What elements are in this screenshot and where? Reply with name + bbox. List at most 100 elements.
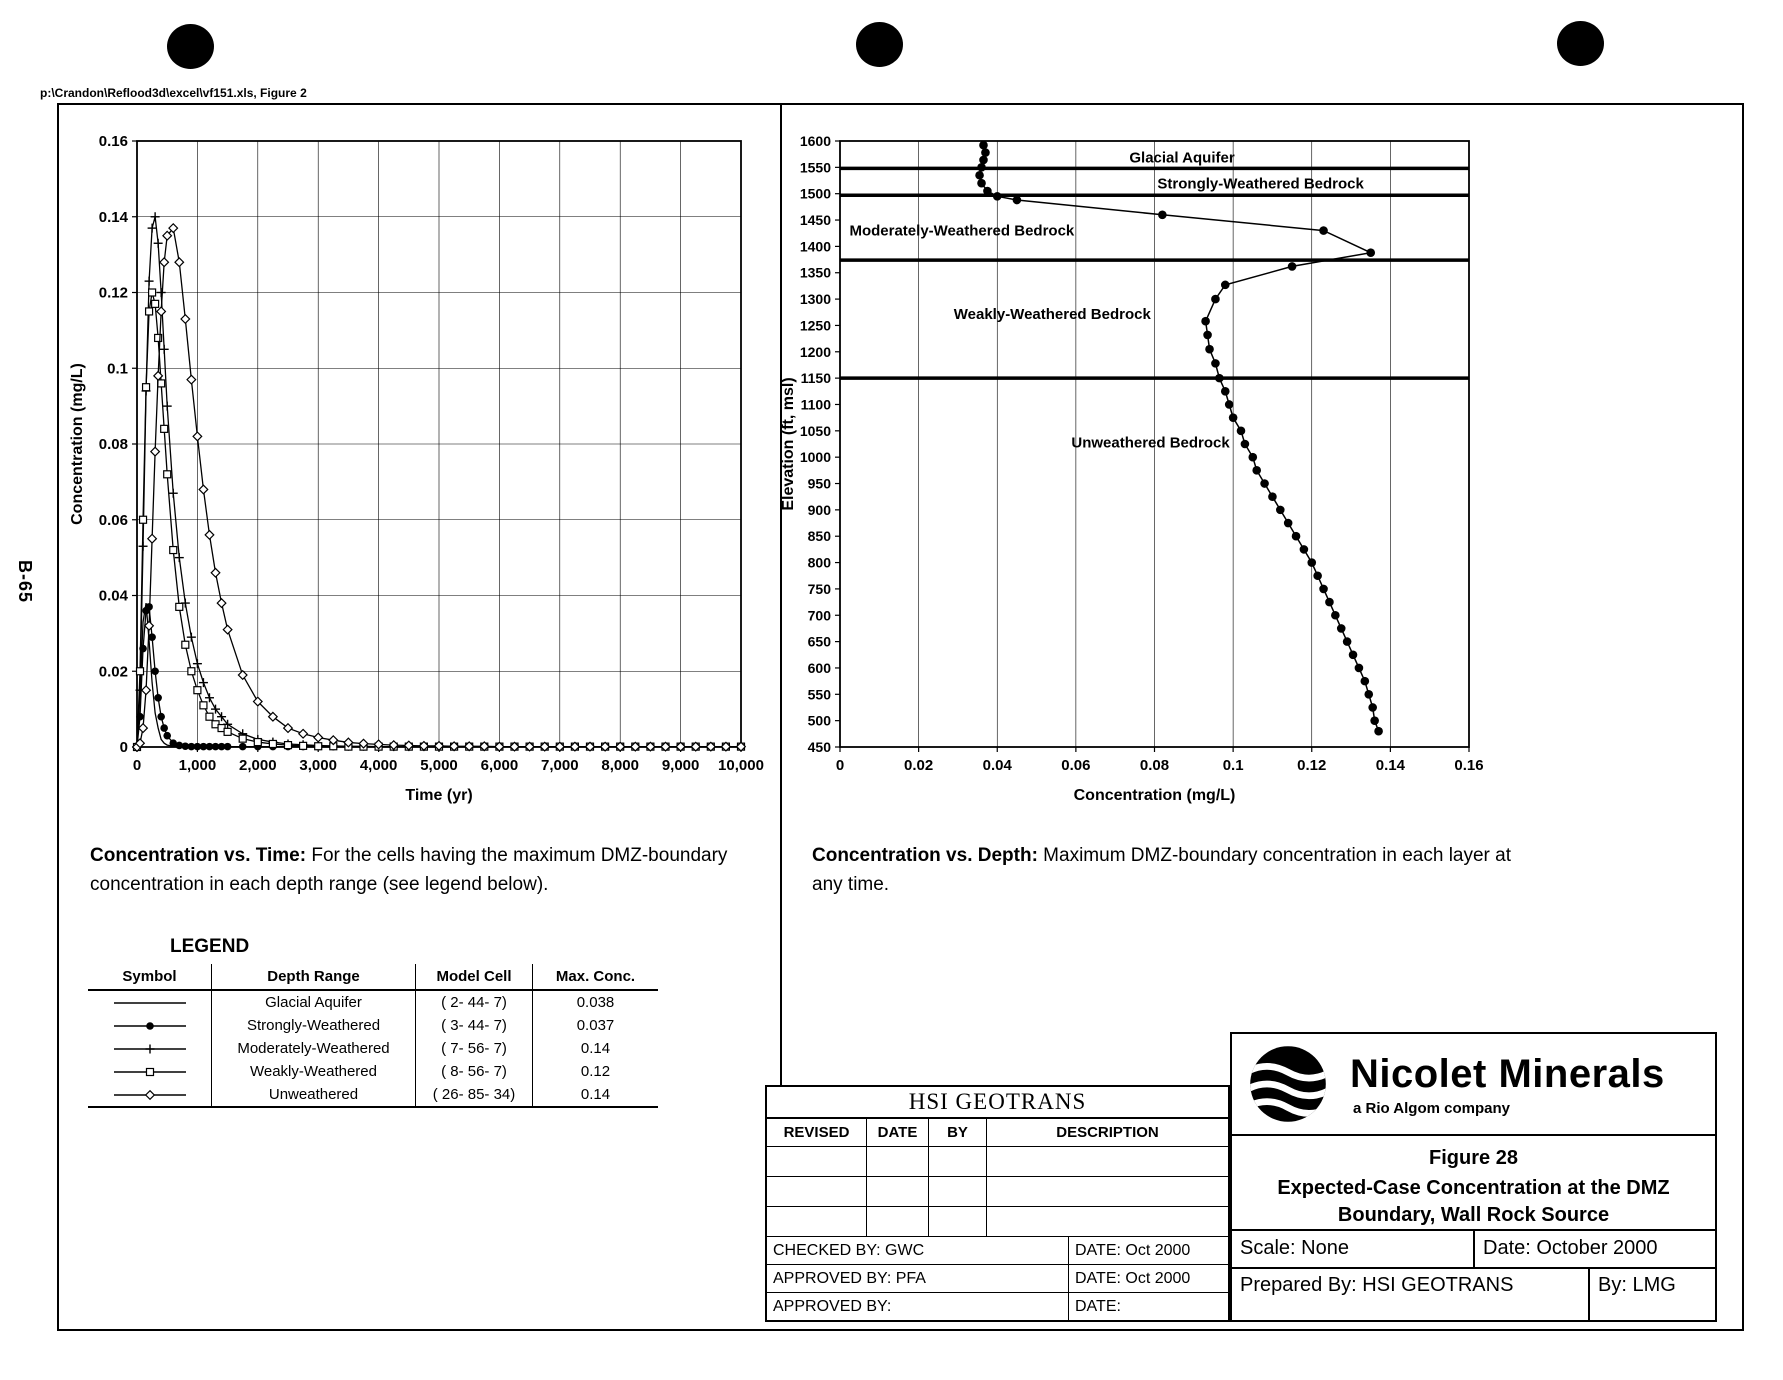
legend-header-max-conc: Max. Conc. (532, 964, 658, 991)
svg-text:650: 650 (808, 634, 832, 650)
svg-text:950: 950 (808, 476, 832, 492)
svg-text:900: 900 (808, 502, 832, 518)
svg-text:1500: 1500 (800, 186, 831, 202)
svg-text:0.02: 0.02 (99, 663, 128, 680)
legend-symbol-square (88, 1060, 212, 1083)
svg-text:550: 550 (808, 686, 832, 702)
svg-text:0: 0 (133, 757, 141, 774)
legend-table: Symbol Depth Range Model Cell Max. Conc.… (88, 964, 658, 1108)
svg-text:2,000: 2,000 (239, 757, 277, 774)
legend-symbol-diamond (88, 1083, 212, 1107)
figure-number: Figure 28 (1429, 1147, 1518, 1169)
figure-outer-border (57, 103, 1744, 1331)
approved-date-label-1: DATE: Oct 2000 (1075, 1270, 1191, 1287)
legend-header-symbol: Symbol (88, 964, 212, 991)
legend-depth-range: Weakly-Weathered (211, 1060, 416, 1083)
svg-text:1450: 1450 (800, 212, 831, 228)
svg-text:3,000: 3,000 (299, 757, 337, 774)
scale-label: Scale: None (1232, 1231, 1475, 1267)
legend-header-row: Symbol Depth Range Model Cell Max. Conc. (88, 964, 658, 991)
legend-max-conc: 0.14 (580, 1086, 611, 1103)
nicolet-logo-icon (1250, 1046, 1326, 1122)
svg-text:0: 0 (120, 739, 128, 756)
figure-title-line-1: Expected-Case Concentration at the DMZ (1277, 1177, 1670, 1199)
svg-text:Elevation (ft, msl): Elevation (ft, msl) (780, 377, 797, 510)
svg-text:10,000: 10,000 (718, 757, 764, 774)
panel-divider-line (780, 103, 782, 1085)
legend-depth-range: Moderately-Weathered (211, 1037, 416, 1060)
series-max-dmz-concentration (975, 140, 1383, 736)
svg-text:Concentration (mg/L): Concentration (mg/L) (69, 363, 86, 525)
legend-max-conc: 0.038 (576, 994, 615, 1011)
legend-depth-range: Unweathered (211, 1083, 416, 1107)
depth-chart-caption: Concentration vs. Depth: Maximum DMZ-bou… (812, 842, 1512, 899)
svg-text:450: 450 (808, 739, 832, 755)
svg-text:750: 750 (808, 581, 832, 597)
svg-text:0.02: 0.02 (904, 757, 933, 774)
checked-by-label: CHECKED BY: GWC (767, 1237, 1069, 1264)
legend-symbol-line (88, 990, 212, 1014)
revision-empty-row (767, 1207, 1228, 1237)
svg-text:1000: 1000 (800, 449, 831, 465)
revision-empty-row (767, 1147, 1228, 1177)
svg-text:Weakly-Weathered Bedrock: Weakly-Weathered Bedrock (954, 306, 1152, 323)
legend-row: Weakly-Weathered( 8- 56- 7) 0.12 (88, 1060, 658, 1083)
svg-text:0.12: 0.12 (99, 285, 128, 302)
svg-text:500: 500 (808, 713, 832, 729)
legend-row: Moderately-Weathered( 7- 56- 7) 0.14 (88, 1037, 658, 1060)
concentration-vs-depth-chart: 0 0.02 0.04 0.06 0.08 0.1 0.12 0.14 0.16 1600 1550… (780, 133, 1484, 804)
by-label: By: LMG (1598, 1274, 1676, 1296)
legend-model-cell: ( 3- 44- 7) (415, 1014, 533, 1037)
brand-header: Nicolet Minerals a Rio Algom company (1232, 1034, 1715, 1136)
concentration-vs-time-chart: 0 1,000 2,000 3,000 4,000 5,000 6,000 7,000 8,00… (69, 133, 764, 804)
svg-text:1,000: 1,000 (179, 757, 217, 774)
time-chart-caption: Concentration vs. Time: For the cells ha… (90, 842, 770, 899)
legend-max-conc: 0.14 (580, 1040, 611, 1057)
legend: LEGEND Symbol Depth Range Model Cell Max… (88, 936, 658, 1108)
svg-text:1350: 1350 (800, 265, 831, 281)
svg-text:1300: 1300 (800, 291, 831, 307)
punch-hole-icon (167, 24, 214, 69)
svg-text:800: 800 (808, 555, 832, 571)
legend-model-cell: ( 7- 56- 7) (415, 1037, 533, 1060)
punch-hole-icon (1557, 21, 1604, 66)
legend-symbol-circle (88, 1014, 212, 1037)
legend-header-depth-range: Depth Range (211, 964, 416, 991)
svg-text:0.12: 0.12 (1297, 757, 1326, 774)
page-number-side-label: B-65 (15, 560, 35, 604)
svg-text:850: 850 (808, 528, 832, 544)
svg-text:1550: 1550 (800, 159, 831, 175)
svg-text:0.14: 0.14 (1376, 757, 1406, 774)
company-subtitle: a Rio Algom company (1353, 1099, 1510, 1117)
svg-text:0.16: 0.16 (1454, 757, 1483, 774)
svg-text:0.1: 0.1 (107, 360, 128, 377)
svg-text:0.16: 0.16 (99, 133, 128, 150)
svg-text:4,000: 4,000 (360, 757, 398, 774)
punch-hole-icon (856, 22, 903, 67)
revision-empty-row (767, 1177, 1228, 1207)
legend-model-cell: ( 2- 44- 7) (415, 990, 533, 1014)
zone-labels: Glacial Aquifer Strongly-Weathered Bedroc… (849, 149, 1364, 451)
svg-text:Unweathered Bedrock: Unweathered Bedrock (1071, 434, 1230, 451)
checked-date-label: DATE: Oct 2000 (1075, 1242, 1191, 1259)
revision-title-block: HSI GEOTRANS REVISED DATE BY DESCRIPTION… (765, 1085, 1230, 1322)
legend-row: Glacial Aquifer( 2- 44- 7) 0.038 (88, 990, 658, 1014)
approved-by-label-1: APPROVED BY: PFA (767, 1265, 1069, 1292)
date-label: Date: October 2000 (1483, 1237, 1658, 1259)
svg-text:0.04: 0.04 (983, 757, 1013, 774)
prepared-by-row: Prepared By: HSI GEOTRANS By: LMG (1232, 1269, 1715, 1320)
legend-title: LEGEND (170, 936, 250, 957)
legend-header-model-cell: Model Cell (415, 964, 533, 991)
prepared-by-label: Prepared By: HSI GEOTRANS (1232, 1269, 1590, 1320)
svg-text:Glacial Aquifer: Glacial Aquifer (1129, 149, 1234, 166)
svg-text:0.08: 0.08 (1140, 757, 1169, 774)
revision-col-date: DATE (867, 1119, 929, 1146)
approved-by-label-2: APPROVED BY: (767, 1293, 1069, 1320)
svg-text:0.04: 0.04 (99, 588, 129, 605)
svg-text:1600: 1600 (800, 133, 831, 149)
legend-symbol-plus (88, 1037, 212, 1060)
approved-date-label-2: DATE: (1075, 1298, 1121, 1315)
time-caption-text: For the cells having the maximum DMZ-bou… (90, 845, 728, 895)
approved-by-row-1: APPROVED BY: PFA DATE: Oct 2000 (767, 1265, 1228, 1293)
